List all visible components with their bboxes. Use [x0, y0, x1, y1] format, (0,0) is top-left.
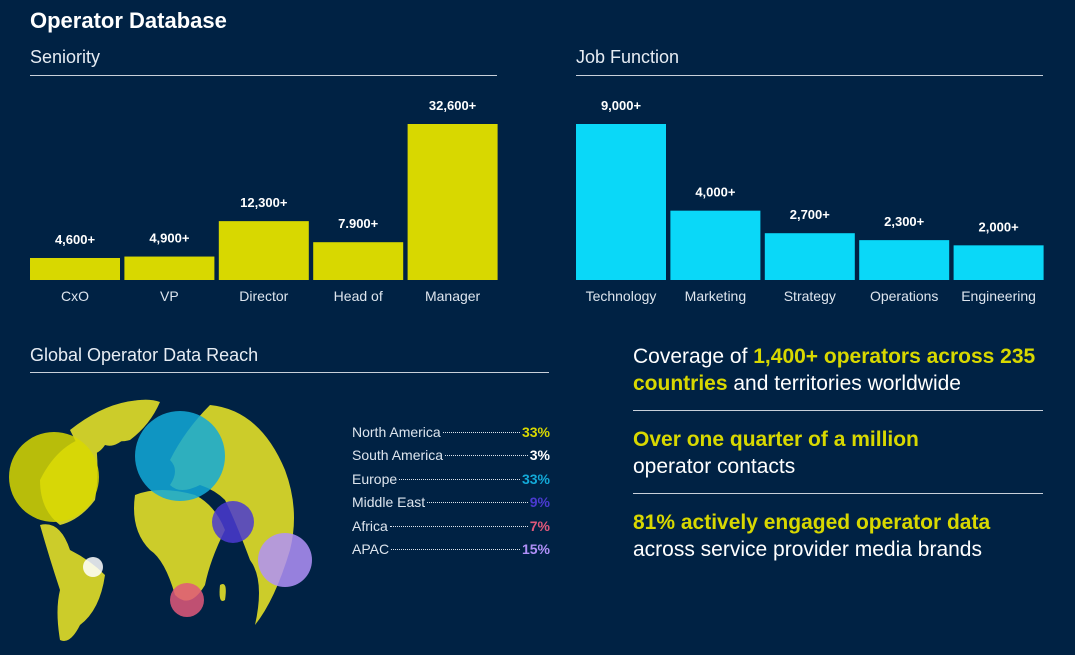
divider: [30, 75, 497, 76]
divider: [30, 372, 549, 373]
bar: [30, 257, 120, 280]
leader-dots: [391, 548, 520, 550]
category-label: Strategy: [784, 288, 836, 304]
category-label: Operations: [870, 288, 938, 304]
region-bubble: [212, 501, 254, 543]
divider: [633, 410, 1043, 411]
legend-row: South America 3%: [352, 447, 550, 470]
region-legend: North America 33% South America 3% Europe 33%…: [352, 424, 550, 564]
region-name: North America: [352, 424, 441, 440]
region-name: Africa: [352, 517, 388, 534]
stat-highlight: Over one quarter of a million: [633, 428, 919, 451]
legend-row: APAC 15%: [352, 541, 550, 564]
region-bubble: [9, 432, 99, 522]
stat-text: operator contacts: [633, 455, 796, 478]
stat-highlight: 81% actively engaged operator data: [633, 511, 991, 534]
category-label: VP: [160, 288, 179, 304]
leader-dots: [442, 432, 520, 433]
category-label: Head of: [334, 288, 383, 304]
region-bubble: [258, 533, 312, 587]
category-label: Engineering: [961, 288, 1036, 304]
data-label: 4,900+: [149, 231, 190, 246]
bar: [124, 256, 215, 280]
data-label: 32,600+: [429, 98, 477, 113]
region-percent: 15%: [521, 540, 550, 557]
divider: [576, 75, 1043, 76]
world-globe-map: [9, 399, 312, 641]
data-label: 2,700+: [790, 207, 831, 222]
category-label: CxO: [61, 288, 89, 304]
data-label: 7.900+: [338, 216, 379, 231]
bar: [313, 242, 404, 280]
leader-dots: [389, 525, 528, 527]
stat-highlight: 1,400+ operators across 235 countries: [633, 345, 1036, 395]
data-label: 4,000+: [695, 185, 736, 200]
page-title: Operator Database: [30, 8, 227, 33]
region-name: APAC: [352, 540, 390, 557]
stat-text: and territories worldwide: [727, 372, 961, 395]
category-label: Director: [239, 288, 288, 304]
stat-text: across service provider media brands: [633, 538, 982, 561]
bar: [953, 245, 1044, 280]
data-label: 2,000+: [979, 219, 1020, 234]
data-label: 2,300+: [884, 214, 925, 229]
bar: [407, 124, 498, 280]
region-bubble: [170, 583, 204, 617]
bar: [764, 233, 855, 280]
data-label: 4,600+: [55, 232, 96, 247]
job-function-title: Job Function: [576, 47, 680, 67]
leader-dots: [399, 478, 520, 480]
category-label: Technology: [586, 288, 657, 304]
region-bubble: [135, 411, 225, 501]
region-bubble: [83, 557, 103, 577]
region-name: South America: [352, 447, 444, 464]
stat-engagement: 81% actively engaged operator data acros…: [633, 509, 1053, 563]
legend-row: Middle East 9%: [352, 494, 550, 517]
region-percent: 9%: [529, 494, 550, 511]
region-percent: 7%: [529, 517, 550, 534]
stat-text: Coverage of: [633, 345, 754, 368]
bar: [218, 221, 309, 280]
divider: [633, 493, 1043, 494]
legend-row: Africa 7%: [352, 518, 550, 541]
legend-row: Europe 33%: [352, 471, 550, 494]
stat-coverage: Coverage of 1,400+ operators across 235 …: [633, 343, 1053, 397]
leader-dots: [427, 502, 528, 504]
stat-contacts: Over one quarter of a million operator c…: [633, 426, 993, 480]
data-label: 12,300+: [240, 195, 288, 210]
region-percent: 3%: [529, 447, 550, 464]
category-label: Manager: [425, 288, 481, 304]
bar: [670, 210, 761, 280]
region-name: Middle East: [352, 494, 426, 511]
legend-row: North America 33%: [352, 424, 550, 447]
reach-title: Global Operator Data Reach: [30, 345, 259, 365]
region-percent: 33%: [521, 470, 550, 487]
data-label: 9,000+: [601, 98, 642, 113]
region-percent: 33%: [521, 424, 550, 440]
bar: [576, 124, 666, 280]
bar-charts: 4,600+ CxO 4,900+ VP 12,300+ Director 7.900+ He…: [30, 98, 1044, 304]
region-name: Europe: [352, 470, 398, 487]
seniority-title: Seniority: [30, 47, 101, 67]
category-label: Marketing: [685, 288, 746, 304]
leader-dots: [445, 455, 528, 457]
bar: [859, 240, 950, 280]
